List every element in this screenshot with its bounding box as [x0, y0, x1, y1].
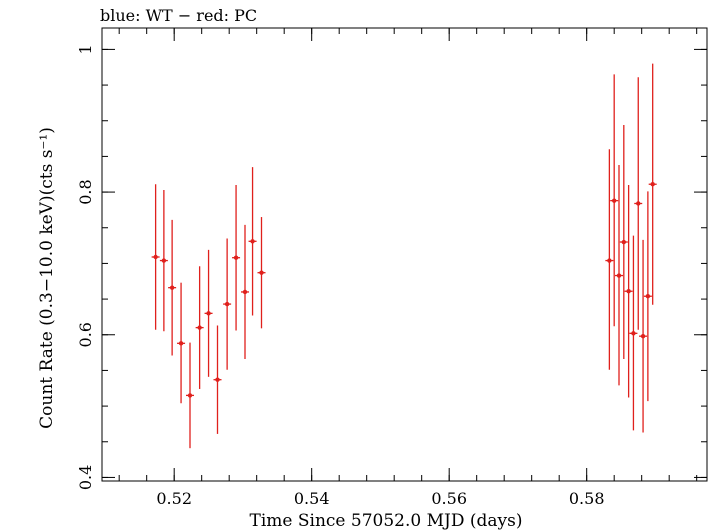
- point-marker: [197, 325, 202, 330]
- point-marker: [169, 285, 175, 290]
- chart-title: blue: WT − red: PC: [100, 6, 257, 25]
- y-tick-label: 0.8: [76, 179, 95, 204]
- y-axis-label: Count Rate (0.3−10.0 keV)(cts s⁻¹): [37, 127, 57, 429]
- point-marker: [153, 254, 158, 260]
- data-point: [610, 74, 619, 327]
- data-point: [257, 217, 266, 329]
- data-point: [615, 164, 623, 386]
- axis-tick-labels: 0.52 0.54 0.56 0.58 0.4 0.6 0.8 1: [76, 44, 605, 508]
- data-point: [605, 149, 614, 370]
- point-marker: [224, 301, 230, 307]
- data-point: [159, 189, 168, 332]
- point-marker: [250, 239, 255, 244]
- point-marker: [640, 333, 646, 339]
- plot-frame: [101, 27, 708, 482]
- data-point: [624, 184, 633, 398]
- x-tick-label: 0.52: [156, 489, 192, 508]
- point-marker: [645, 294, 651, 299]
- y-tick-label: 0.6: [76, 322, 95, 347]
- point-marker: [631, 331, 636, 336]
- point-marker: [259, 270, 264, 275]
- y-tick-label: 0.4: [76, 465, 95, 490]
- data-point: [177, 282, 186, 404]
- data-point: [232, 184, 241, 331]
- data-point: [168, 219, 177, 356]
- data-point: [634, 77, 643, 330]
- data-point: [629, 235, 638, 431]
- data-point: [195, 266, 204, 389]
- point-marker: [233, 255, 239, 260]
- point-marker: [616, 273, 622, 278]
- point-marker: [178, 341, 184, 346]
- y-tick-label: 1: [76, 44, 95, 54]
- x-tick-label: 0.54: [294, 489, 330, 508]
- x-tick-label: 0.58: [569, 489, 605, 508]
- data-point: [643, 191, 652, 402]
- point-marker: [215, 377, 220, 382]
- x-tick-label: 0.56: [431, 489, 467, 508]
- data-points: [151, 63, 657, 449]
- point-marker: [636, 201, 641, 206]
- data-point: [241, 224, 249, 360]
- point-marker: [242, 289, 248, 295]
- x-axis-label: Time Since 57052.0 MJD (days): [250, 511, 523, 531]
- data-point: [619, 125, 628, 360]
- data-point: [151, 184, 160, 330]
- point-marker: [607, 258, 612, 263]
- point-marker: [611, 198, 617, 203]
- data-point: [223, 238, 232, 370]
- data-point: [213, 325, 222, 434]
- point-marker: [161, 258, 167, 263]
- point-marker: [621, 239, 627, 245]
- point-marker: [206, 311, 211, 316]
- data-point: [204, 249, 213, 377]
- data-point: [186, 342, 194, 449]
- axis-ticks: [102, 28, 707, 481]
- data-point: [248, 167, 257, 316]
- data-point: [639, 239, 648, 433]
- point-marker: [626, 289, 631, 294]
- point-marker: [650, 182, 655, 187]
- point-marker: [187, 393, 193, 398]
- data-point: [648, 63, 657, 305]
